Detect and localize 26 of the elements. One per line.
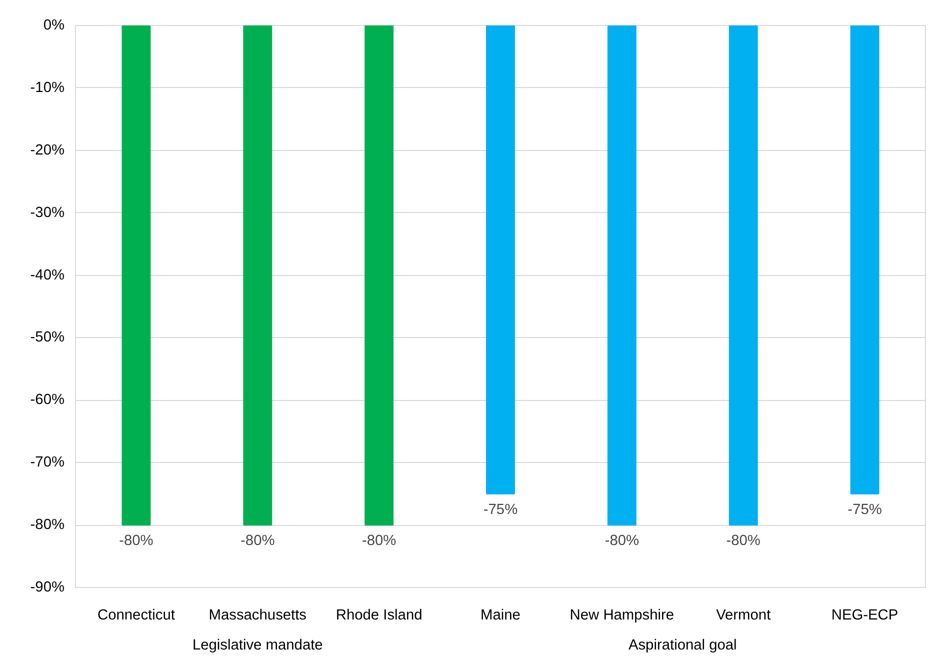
y-tick-label: -70% — [30, 454, 65, 471]
y-tick-label: -80% — [30, 517, 65, 534]
text: Aspirational goal — [628, 638, 737, 654]
y-tick-label: -10% — [30, 80, 65, 96]
y-tick-label: -90% — [30, 580, 65, 596]
x-tick-label: NEG-ECP — [831, 608, 898, 624]
data-label: -80% — [726, 533, 760, 550]
x-tick-label: Maine — [480, 608, 520, 624]
y-tick-label: -40% — [30, 267, 65, 284]
data-label: -80% — [119, 533, 154, 550]
x-tick-label: Vermont — [716, 608, 771, 624]
text: Legislative mandate — [192, 638, 323, 654]
data-label: -80% — [240, 533, 275, 550]
y-tick-label: -20% — [30, 142, 65, 158]
x-tick-label: Connecticut — [98, 608, 175, 624]
y-tick-label: -30% — [30, 204, 65, 221]
data-label: -80% — [604, 533, 640, 550]
data-label: -75% — [848, 502, 882, 518]
y-tick-label: 0% — [43, 18, 65, 34]
x-tick-label: Rhode Island — [336, 608, 422, 624]
x-tick-label: Massachusetts — [208, 608, 307, 624]
y-tick-label: -60% — [30, 392, 65, 408]
data-label: -80% — [362, 533, 396, 550]
x-tick-label: New Hampshire — [570, 608, 674, 624]
y-tick-label: -50% — [30, 330, 65, 346]
data-label: -75% — [483, 502, 518, 518]
